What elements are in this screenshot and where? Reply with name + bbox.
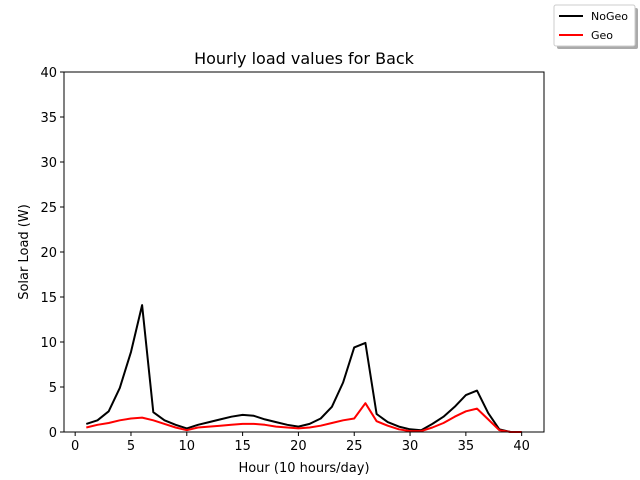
legend-label-geo: Geo	[591, 29, 613, 42]
legend-label-nogeo: NoGeo	[591, 10, 628, 23]
x-tick-label: 25	[346, 439, 363, 454]
series-line-nogeo	[85, 304, 522, 433]
series-line-geo	[86, 402, 522, 433]
x-tick-label: 20	[290, 439, 307, 454]
y-tick-label: 0	[49, 426, 57, 441]
x-tick-label: 40	[513, 439, 530, 454]
x-tick-label: 10	[179, 439, 196, 454]
x-tick-label: 35	[458, 439, 475, 454]
legend: NoGeo Geo	[553, 4, 638, 49]
y-tick-label: 40	[40, 66, 57, 81]
y-tick-label: 30	[40, 156, 57, 171]
x-axis-title: Hour (10 hours/day)	[238, 461, 369, 476]
axes-frame	[63, 71, 545, 433]
y-tick-label: 35	[40, 111, 57, 126]
y-tick-label: 20	[40, 246, 57, 261]
y-axis-title: Solar Load (W)	[17, 204, 32, 300]
y-tick-label: 25	[40, 201, 57, 216]
x-tick-label: 30	[402, 439, 419, 454]
x-tick-label: 0	[71, 439, 79, 454]
x-tick-label: 5	[127, 439, 135, 454]
y-tick-label: 10	[40, 336, 57, 351]
y-tick-label: 5	[49, 381, 57, 396]
plot-area: 0 5 10 15 20 25 30 35 40 0 5 10 15 20 25 30 35 40	[40, 66, 545, 454]
y-tick-label: 15	[40, 291, 57, 306]
x-tick-label: 15	[234, 439, 251, 454]
chart-title: Hourly load values for Back	[194, 49, 415, 68]
